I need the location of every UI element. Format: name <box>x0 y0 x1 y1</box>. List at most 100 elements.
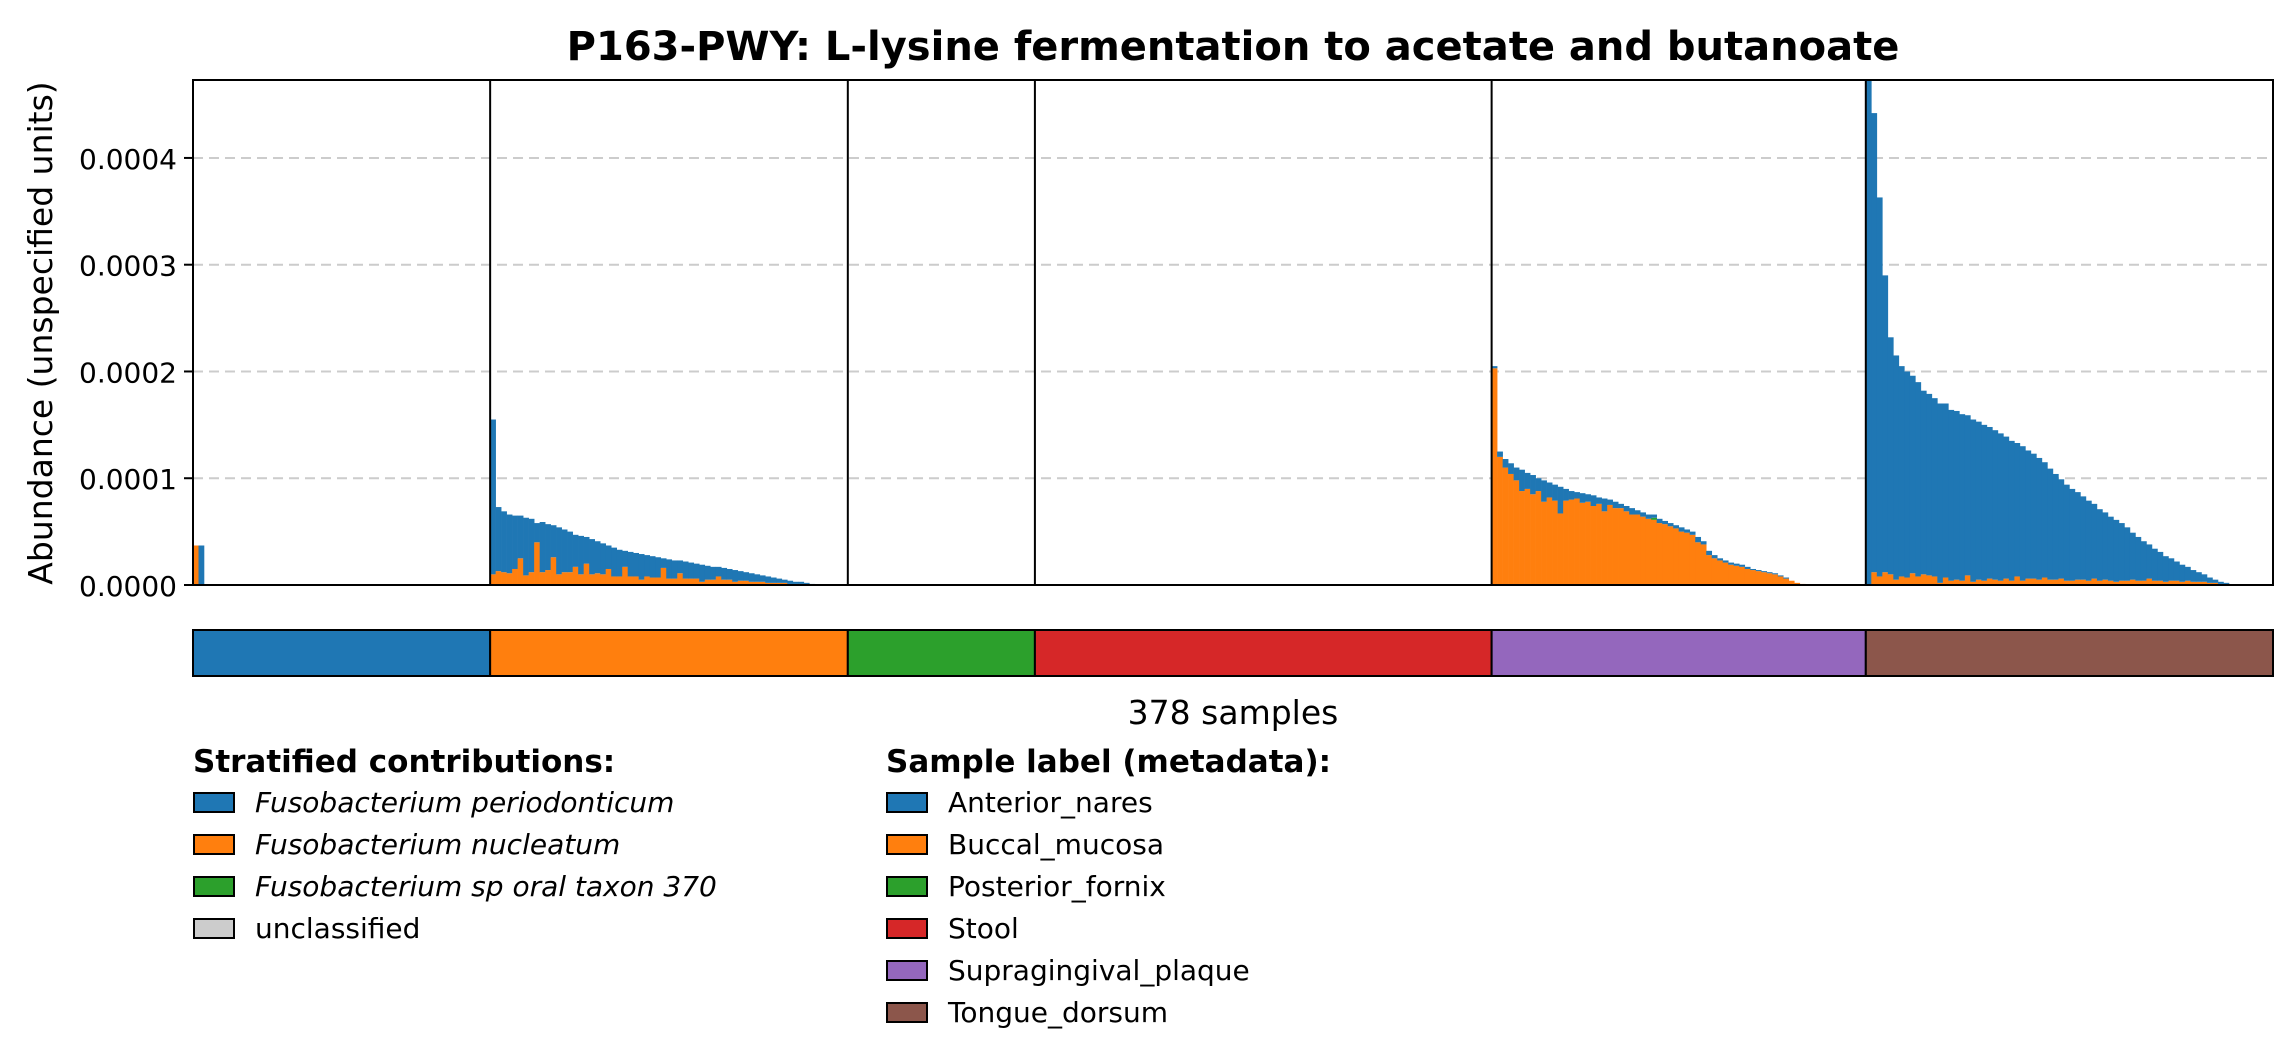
bar-segment-nucleatum <box>776 582 783 585</box>
bar-segment-nucleatum <box>1541 501 1547 585</box>
bar-segment-periodonticum <box>539 522 546 573</box>
bar-segment-nucleatum <box>2058 578 2065 585</box>
bar-segment-nucleatum <box>704 579 711 585</box>
bar-segment-periodonticum <box>2179 564 2186 582</box>
y-tick-label: 0.0004 <box>79 143 177 176</box>
bar-segment-nucleatum <box>545 570 551 585</box>
legend-label: Supragingival_plaque <box>948 953 1250 987</box>
bar-segment-periodonticum <box>1876 197 1883 577</box>
bar-segment-nucleatum <box>1629 514 1635 585</box>
legend-label: Tongue_dorsum <box>948 995 1168 1029</box>
bar-segment-nucleatum <box>1640 516 1646 585</box>
metadata-strip <box>192 629 2274 677</box>
bar-segment-periodonticum <box>1640 512 1646 517</box>
bar-segment-nucleatum <box>1568 499 1575 585</box>
bar-segment-nucleatum <box>666 578 673 585</box>
bar-segment-periodonticum <box>1986 426 1993 579</box>
bar-segment-periodonticum <box>2157 551 2164 581</box>
bar-segment-periodonticum <box>1673 525 1680 529</box>
bar-segment-periodonticum <box>1563 488 1569 501</box>
bar-segment-nucleatum <box>1497 456 1503 585</box>
bar-segment-periodonticum <box>616 549 623 577</box>
bar-segment-nucleatum <box>622 566 629 585</box>
bar-segment-periodonticum <box>1541 480 1547 502</box>
bar-segment-periodonticum <box>748 573 755 582</box>
bar-segment-nucleatum <box>517 558 524 585</box>
bar-segment-nucleatum <box>1634 514 1641 585</box>
bar-segment-periodonticum <box>1722 560 1729 563</box>
bar-segment-nucleatum <box>721 579 728 585</box>
bar-segment-nucleatum <box>2003 578 2010 585</box>
bar-segment-periodonticum <box>754 574 761 582</box>
bar-segment-periodonticum <box>572 534 579 567</box>
bar-segment-nucleatum <box>1519 491 1525 585</box>
bar-segment-periodonticum <box>660 558 667 568</box>
bar-segment-nucleatum <box>1964 575 1971 585</box>
bar-segment-nucleatum <box>660 567 667 585</box>
bar-segment-periodonticum <box>2140 541 2147 581</box>
bar-segment-nucleatum <box>1772 574 1779 585</box>
bar-segment-nucleatum <box>1761 572 1768 585</box>
bar-segment-periodonticum <box>1942 403 1949 578</box>
bar-segment-nucleatum <box>1898 576 1905 585</box>
bar-segment-nucleatum <box>1552 500 1558 585</box>
bar-segment-periodonticum <box>1508 463 1514 474</box>
metadata-strip-segment <box>1864 629 2274 677</box>
bar-segment-nucleatum <box>1904 577 1911 585</box>
bar-segment-periodonticum <box>512 515 518 569</box>
bar-segment-periodonticum <box>2107 516 2114 581</box>
bar-segment-nucleatum <box>726 579 733 585</box>
legend-swatch <box>886 917 928 939</box>
bar-segment-nucleatum <box>561 572 568 585</box>
bar-segment-nucleatum <box>1722 562 1729 585</box>
bar-segment-nucleatum <box>699 581 706 585</box>
bar-segment-nucleatum <box>1766 573 1773 585</box>
bar-segment-periodonticum <box>633 552 640 577</box>
metadata-strip-segment <box>846 629 1036 677</box>
bar-segment-nucleatum <box>765 582 772 585</box>
bar-segment-nucleatum <box>743 580 750 585</box>
bar-segment-periodonticum <box>2085 500 2092 581</box>
bar-segment-periodonticum <box>2096 509 2103 581</box>
bar-segment-nucleatum <box>2162 581 2169 585</box>
bar-segment-nucleatum <box>638 579 645 585</box>
bar-segment-nucleatum <box>682 578 689 585</box>
y-tick-label: 0.0000 <box>79 570 177 603</box>
bar-segment-periodonticum <box>506 514 513 574</box>
bar-segment-periodonticum <box>1700 541 1707 545</box>
metadata-strip-segment <box>192 629 492 677</box>
bar-segment-nucleatum <box>2135 580 2142 585</box>
bar-segment-periodonticum <box>1926 393 1933 576</box>
bar-segment-periodonticum <box>644 555 651 577</box>
bar-segment-nucleatum <box>2041 577 2048 585</box>
bar-segment-periodonticum <box>2173 561 2180 581</box>
stratified-legend: Stratified contributions: Fusobacterium … <box>193 743 717 949</box>
bar-segment-nucleatum <box>633 576 640 585</box>
bar-segment-nucleatum <box>1508 473 1514 585</box>
metadata-legend-item: Stool <box>886 907 1331 949</box>
bar-segment-nucleatum <box>594 573 601 585</box>
bar-segment-nucleatum <box>1491 368 1498 585</box>
bar-segment-periodonticum <box>2217 581 2224 584</box>
bar-segment-nucleatum <box>2063 580 2070 585</box>
bar-segment-periodonticum <box>583 536 590 564</box>
bar-segment-nucleatum <box>1717 560 1724 585</box>
bar-segment-periodonticum <box>1612 501 1619 509</box>
bar-segment-periodonticum <box>699 564 706 582</box>
bar-segment-nucleatum <box>1728 564 1735 585</box>
bar-segment-nucleatum <box>578 574 584 585</box>
bar-segment-periodonticum <box>688 562 695 579</box>
bar-segment-nucleatum <box>2168 580 2175 585</box>
bar-segment-nucleatum <box>2124 580 2131 585</box>
bar-segment-periodonticum <box>1601 498 1608 512</box>
bar-segment-nucleatum <box>490 574 496 585</box>
bar-segment-nucleatum <box>1920 574 1927 585</box>
bar-segment-periodonticum <box>1970 419 1977 582</box>
bar-segment-periodonticum <box>611 547 618 577</box>
bar-segment-nucleatum <box>1601 511 1608 585</box>
bar-segment-periodonticum <box>567 531 573 573</box>
bar-segment-nucleatum <box>572 566 579 585</box>
bar-segment-periodonticum <box>1491 366 1498 369</box>
metadata-strip-segment <box>1033 629 1493 677</box>
